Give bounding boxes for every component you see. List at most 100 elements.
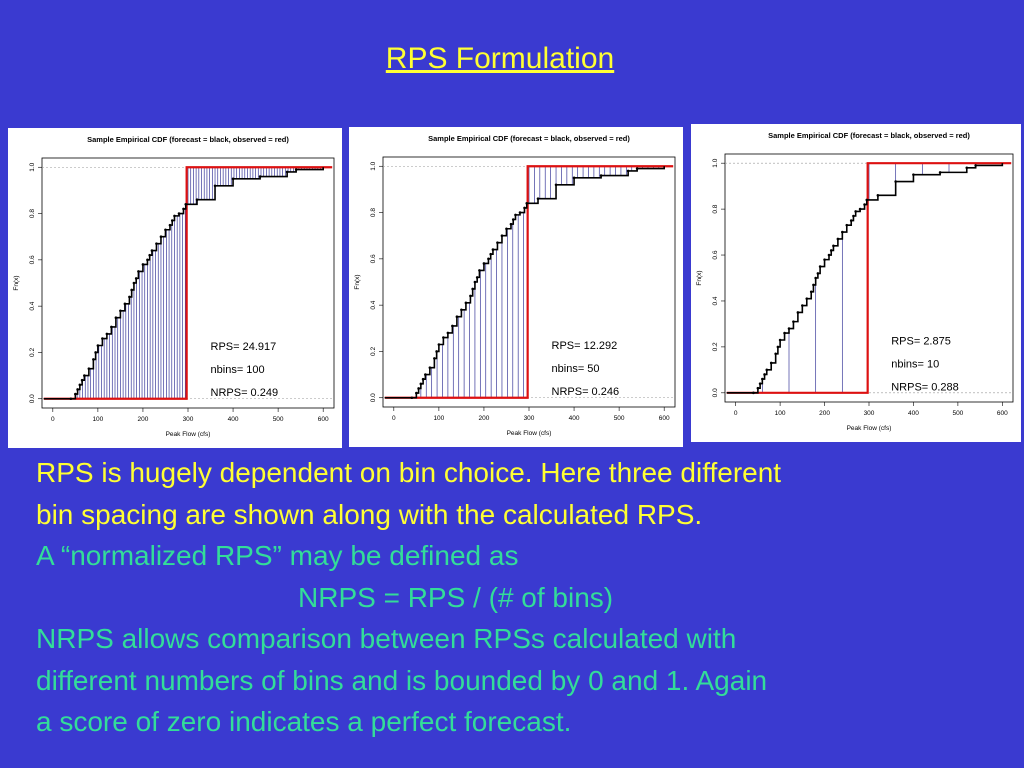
forecast-data-point: [159, 235, 163, 239]
forecast-data-point: [763, 373, 766, 376]
forecast-data-point: [87, 367, 91, 370]
forecast-data-point: [155, 242, 158, 245]
x-tick-label: 400: [228, 416, 239, 423]
forecast-data-point: [428, 366, 432, 369]
chart-panel-1: Sample Empirical CDF (forecast = black, …: [8, 128, 342, 448]
forecast-data-point: [814, 276, 817, 280]
x-tick-label: 100: [92, 416, 103, 423]
x-tick-label: 500: [273, 416, 284, 423]
forecast-data-point: [756, 386, 760, 390]
forecast-data-point: [599, 174, 603, 177]
forecast-data-point: [433, 357, 436, 360]
x-axis-label: Peak Flow (cfs): [166, 431, 211, 438]
x-tick-label: 500: [952, 410, 963, 417]
x-tick-label: 300: [864, 410, 875, 417]
y-tick-label: 0.8: [370, 208, 377, 217]
forecast-data-point: [170, 219, 174, 222]
forecast-data-point: [554, 183, 558, 187]
forecast-data-point: [774, 352, 777, 356]
forecast-data-point: [865, 198, 869, 202]
forecast-data-point: [752, 391, 755, 395]
forecast-data-point: [69, 397, 73, 401]
y-tick-label: 1.0: [29, 162, 36, 171]
forecast-data-point: [487, 257, 490, 261]
forecast-data-point: [464, 301, 468, 305]
forecast-data-point: [863, 203, 866, 206]
forecast-data-point: [455, 315, 459, 319]
forecast-data-point: [128, 295, 131, 299]
rps-annotation: RPS= 12.292: [552, 340, 618, 352]
forecast-data-point: [965, 166, 969, 170]
forecast-data-point: [473, 280, 477, 284]
forecast-data-point: [491, 248, 495, 251]
forecast-data-point: [119, 309, 122, 313]
forecast-data-point: [421, 377, 425, 381]
rps-annotation: RPS= 24.917: [211, 341, 277, 353]
forecast-data-point: [783, 331, 786, 335]
body-line-3: A “normalized RPS” may be defined as: [36, 540, 519, 571]
forecast-data-point: [231, 177, 235, 181]
y-axis-label: Fn(x): [13, 275, 20, 290]
forecast-data-point: [801, 304, 804, 307]
observed-cdf-line: [43, 166, 333, 400]
forecast-data-point: [509, 222, 513, 226]
y-tick-label: 0.0: [370, 393, 377, 402]
forecast-data-point: [489, 252, 492, 256]
forecast-data-point: [769, 361, 773, 365]
forecast-data-point: [173, 214, 176, 218]
forecast-data-point: [177, 212, 181, 215]
forecast-data-point: [626, 169, 630, 173]
forecast-data-point: [758, 382, 762, 385]
x-axis-label: Peak Flow (cfs): [847, 425, 892, 432]
x-tick-label: 400: [908, 410, 919, 417]
forecast-data-point: [294, 168, 298, 171]
forecast-data-point: [285, 170, 289, 174]
forecast-data-point: [110, 325, 113, 329]
forecast-data-point: [80, 378, 84, 382]
cdf-chart-100-bins: Sample Empirical CDF (forecast = black, …: [13, 135, 335, 438]
x-tick-label: 0: [734, 410, 738, 417]
observed-cdf-line: [384, 165, 674, 399]
forecast-data-point: [469, 294, 472, 298]
forecast-data-point: [974, 164, 977, 167]
x-tick-label: 600: [659, 415, 670, 422]
forecast-data-point: [83, 374, 86, 377]
x-tick-label: 100: [433, 415, 444, 422]
cdf-chart-50-bins: Sample Empirical CDF (forecast = black, …: [354, 134, 676, 437]
forecast-data-point: [796, 311, 800, 314]
forecast-data-point: [101, 337, 104, 340]
chart-title: Sample Empirical CDF (forecast = black, …: [428, 134, 630, 143]
x-tick-label: 0: [51, 416, 55, 423]
slide-body: RPS is hugely dependent on bin choice. H…: [36, 452, 996, 743]
forecast-data-point: [446, 331, 450, 335]
forecast-data-point: [514, 213, 517, 217]
forecast-data-point: [523, 206, 526, 210]
x-tick-label: 100: [775, 410, 786, 417]
forecast-data-point: [805, 297, 809, 300]
forecast-data-point: [78, 383, 82, 387]
rps-annotation: nbins= 10: [891, 359, 939, 371]
forecast-data-point: [482, 262, 486, 265]
forecast-data-point: [415, 391, 418, 395]
y-tick-label: 0.2: [29, 348, 36, 357]
forecast-data-point: [184, 202, 188, 206]
body-line-2: bin spacing are shown along with the cal…: [36, 498, 703, 530]
forecast-data-point: [854, 210, 857, 213]
forecast-data-point: [809, 290, 813, 294]
forecast-data-point: [836, 237, 840, 241]
chart-panel-2: Sample Empirical CDF (forecast = black, …: [349, 127, 683, 447]
y-tick-label: 0.8: [712, 204, 719, 213]
chart-panel-3: Sample Empirical CDF (forecast = black, …: [691, 124, 1021, 442]
y-tick-label: 0.8: [29, 209, 36, 218]
forecast-data-point: [841, 230, 844, 234]
y-tick-label: 0.6: [370, 254, 377, 263]
rps-annotation: NRPS= 0.246: [552, 386, 620, 398]
forecast-data-point: [849, 219, 853, 222]
forecast-data-point: [417, 387, 420, 390]
y-tick-label: 0.6: [712, 250, 719, 259]
forecast-data-point: [471, 287, 474, 291]
x-tick-label: 600: [318, 416, 329, 423]
forecast-data-point: [894, 180, 897, 183]
x-tick-label: 200: [819, 410, 830, 417]
chart-title: Sample Empirical CDF (forecast = black, …: [87, 135, 289, 144]
